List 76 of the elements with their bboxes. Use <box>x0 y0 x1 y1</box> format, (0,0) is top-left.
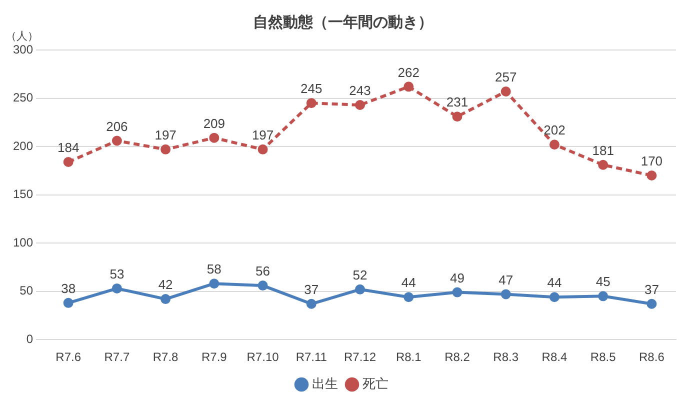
x-tick-label: R7.9 <box>201 350 228 364</box>
data-label: 42 <box>158 277 173 292</box>
data-label: 209 <box>203 116 226 131</box>
point <box>598 291 608 302</box>
data-label: 44 <box>401 275 416 290</box>
data-label: 262 <box>398 64 420 80</box>
legend-label: 出生 <box>312 376 338 392</box>
point <box>452 112 462 122</box>
data-label: 197 <box>252 128 274 143</box>
point <box>500 289 511 300</box>
y-tick-label: 200 <box>12 138 34 153</box>
point <box>404 82 414 92</box>
data-label: 37 <box>304 282 319 297</box>
point <box>355 284 366 294</box>
point <box>646 170 657 180</box>
y-tick-label: 100 <box>12 235 34 250</box>
y-tick-label: 300 <box>12 42 34 56</box>
y-axis-title: （人） <box>6 30 39 43</box>
point <box>63 298 74 308</box>
point <box>306 98 316 108</box>
point <box>452 287 462 298</box>
data-label: 245 <box>300 81 322 96</box>
data-label: 58 <box>206 262 222 277</box>
data-label: 44 <box>547 275 562 290</box>
x-tick-label: R7.12 <box>344 350 376 364</box>
point <box>209 132 220 143</box>
point <box>500 86 511 97</box>
data-label: 47 <box>498 272 514 288</box>
data-label: 243 <box>349 83 371 98</box>
data-label: 37 <box>644 282 659 297</box>
point <box>112 136 122 146</box>
point <box>160 294 171 304</box>
point <box>63 156 74 167</box>
point <box>306 298 316 309</box>
x-tick-label: R7.11 <box>296 350 328 364</box>
data-label: 56 <box>256 264 270 279</box>
data-label: 49 <box>450 270 464 286</box>
point <box>646 298 657 309</box>
x-tick-label: R7.8 <box>152 350 179 364</box>
x-tick-label: R7.7 <box>104 350 130 364</box>
y-tick-label: 250 <box>12 90 34 105</box>
data-label: 197 <box>154 128 176 143</box>
point <box>160 144 171 154</box>
data-label: 257 <box>495 70 517 85</box>
y-tick-label: 150 <box>12 187 34 202</box>
point <box>258 280 268 291</box>
data-label: 45 <box>596 274 610 290</box>
point <box>598 160 608 170</box>
chart-title: 自然動態（一年間の動き） <box>253 14 433 32</box>
x-tick-label: R8.2 <box>444 350 470 364</box>
x-tick-label: R8.1 <box>396 350 422 364</box>
data-label: 170 <box>640 154 663 169</box>
x-tick-label: R7.6 <box>56 350 82 364</box>
point <box>209 278 220 289</box>
x-tick-label: R8.6 <box>639 350 665 364</box>
x-tick-label: R8.4 <box>542 350 568 364</box>
y-tick-label: 50 <box>20 284 34 298</box>
legend-label: 死亡 <box>362 376 388 392</box>
x-tick-label: R8.3 <box>493 350 519 364</box>
y-tick-label: 0 <box>26 332 34 346</box>
data-label: 184 <box>57 140 80 156</box>
point <box>404 292 414 302</box>
data-label: 202 <box>544 122 566 138</box>
data-label: 53 <box>110 266 124 282</box>
data-label: 231 <box>446 94 468 110</box>
point <box>258 144 268 154</box>
point <box>112 283 122 294</box>
point <box>355 100 366 110</box>
point <box>549 292 560 302</box>
data-label: 52 <box>352 267 368 282</box>
data-label: 181 <box>592 142 614 158</box>
data-label: 206 <box>106 118 128 134</box>
point <box>549 140 560 150</box>
x-tick-label: R8.5 <box>590 350 616 364</box>
x-tick-label: R7.10 <box>246 350 280 364</box>
data-label: 38 <box>61 280 76 296</box>
